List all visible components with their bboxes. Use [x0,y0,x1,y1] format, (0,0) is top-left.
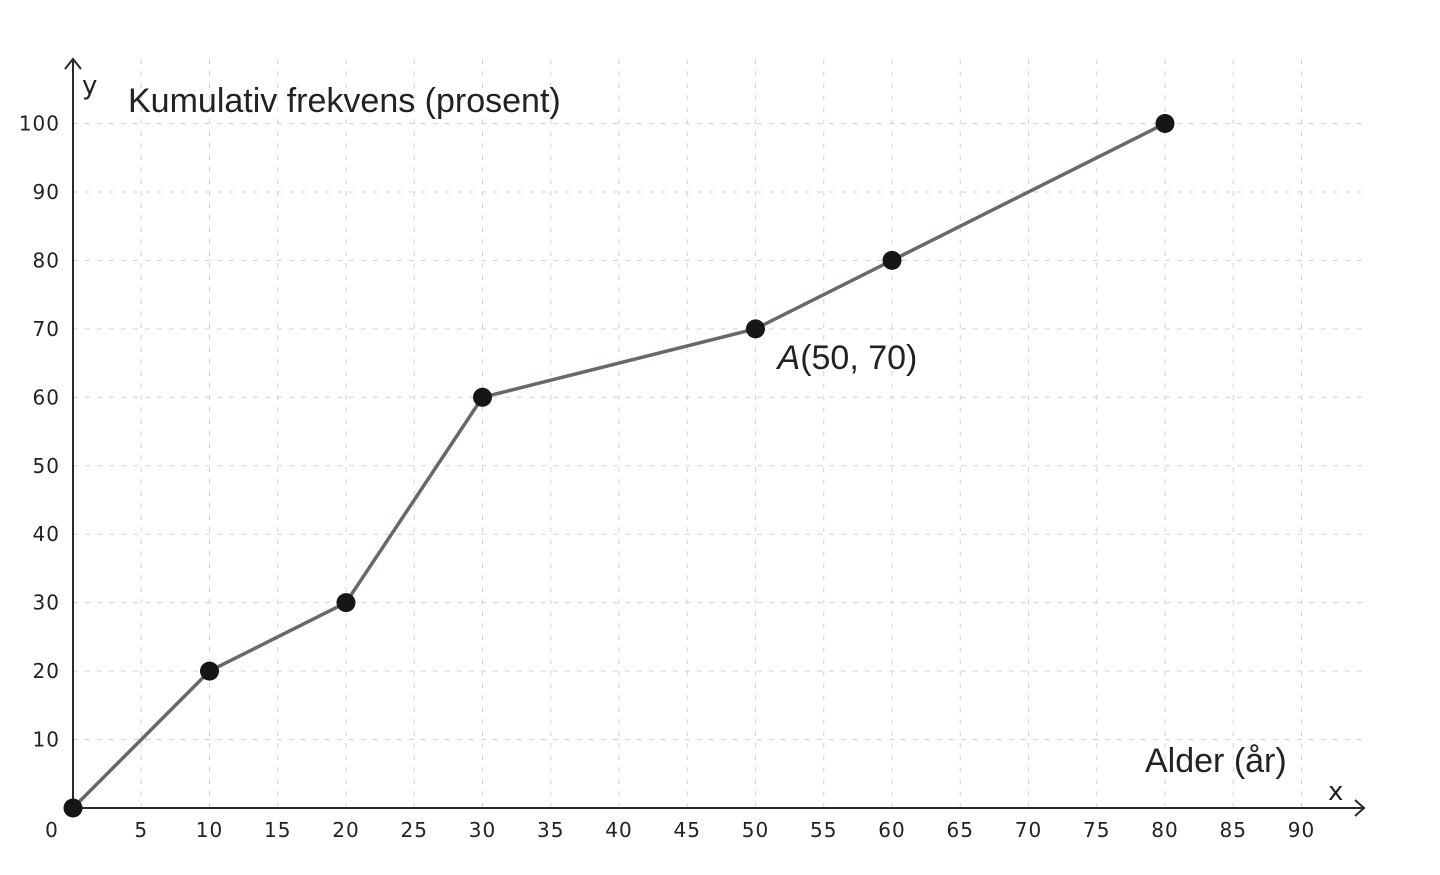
x-tick-label-75: 75 [1083,818,1110,842]
x-tick-label-60: 60 [878,818,905,842]
x-tick-label-35: 35 [537,818,564,842]
y-tick-label-40: 40 [33,522,60,546]
x-tick-label-90: 90 [1288,818,1315,842]
x-tick-label-5: 5 [134,818,148,842]
x-axis-arrow [1354,799,1366,817]
data-point-60-80 [882,250,902,270]
grid [73,58,1368,808]
point-label-A: A(50, 70) [776,339,918,377]
x-tick-label-40: 40 [605,818,632,842]
y-tick-label-90: 90 [33,180,60,204]
y-tick-label-10: 10 [33,728,60,752]
y-tick-label-100: 100 [19,112,60,136]
tick-labels: 5 10 15 20 25 30 35 40 45 50 55 60 65 70 75 80 85 90 10 20 3… [19,112,1315,843]
y-tick-label-20: 20 [33,659,60,683]
y-tick-label-60: 60 [33,385,60,409]
y-axis-arrow [64,57,82,70]
x-axis-letter: x [1328,777,1343,807]
x-tick-label-85: 85 [1220,818,1247,842]
x-tick-label-70: 70 [1015,818,1042,842]
axes [64,57,1366,817]
y-tick-label-30: 30 [33,591,60,615]
x-tick-label-50: 50 [742,818,769,842]
x-tick-label-45: 45 [674,818,701,842]
labels: y x Kumulativ frekvens (prosent) Alder (… [45,71,1343,842]
data-point-30-60 [473,387,492,407]
x-tick-label-55: 55 [810,818,837,842]
x-tick-label-30: 30 [469,818,496,842]
y-tick-label-50: 50 [33,454,60,478]
data-point-10-20 [200,661,219,681]
data-point-50-70 [746,319,765,339]
data-point-80-100 [1155,114,1175,133]
y-tick-label-80: 80 [33,248,60,272]
y-axis-title: Kumulativ frekvens (prosent) [128,82,561,120]
x-tick-label-15: 15 [264,818,291,842]
x-tick-label-25: 25 [401,818,428,842]
origin-label: 0 [45,818,59,842]
x-tick-label-20: 20 [332,818,359,842]
y-axis-letter: y [82,71,97,101]
y-tick-label-70: 70 [33,317,60,341]
x-tick-label-10: 10 [196,818,223,842]
x-axis-title: Alder (år) [1145,742,1287,780]
data-point-20-30 [336,593,356,613]
point-label-letter: A [776,339,801,377]
point-label-coords: (50, 70) [800,339,917,377]
x-tick-label-80: 80 [1151,818,1178,842]
data-point-0-0 [63,798,83,818]
series [63,114,1175,818]
x-tick-label-65: 65 [947,818,974,842]
